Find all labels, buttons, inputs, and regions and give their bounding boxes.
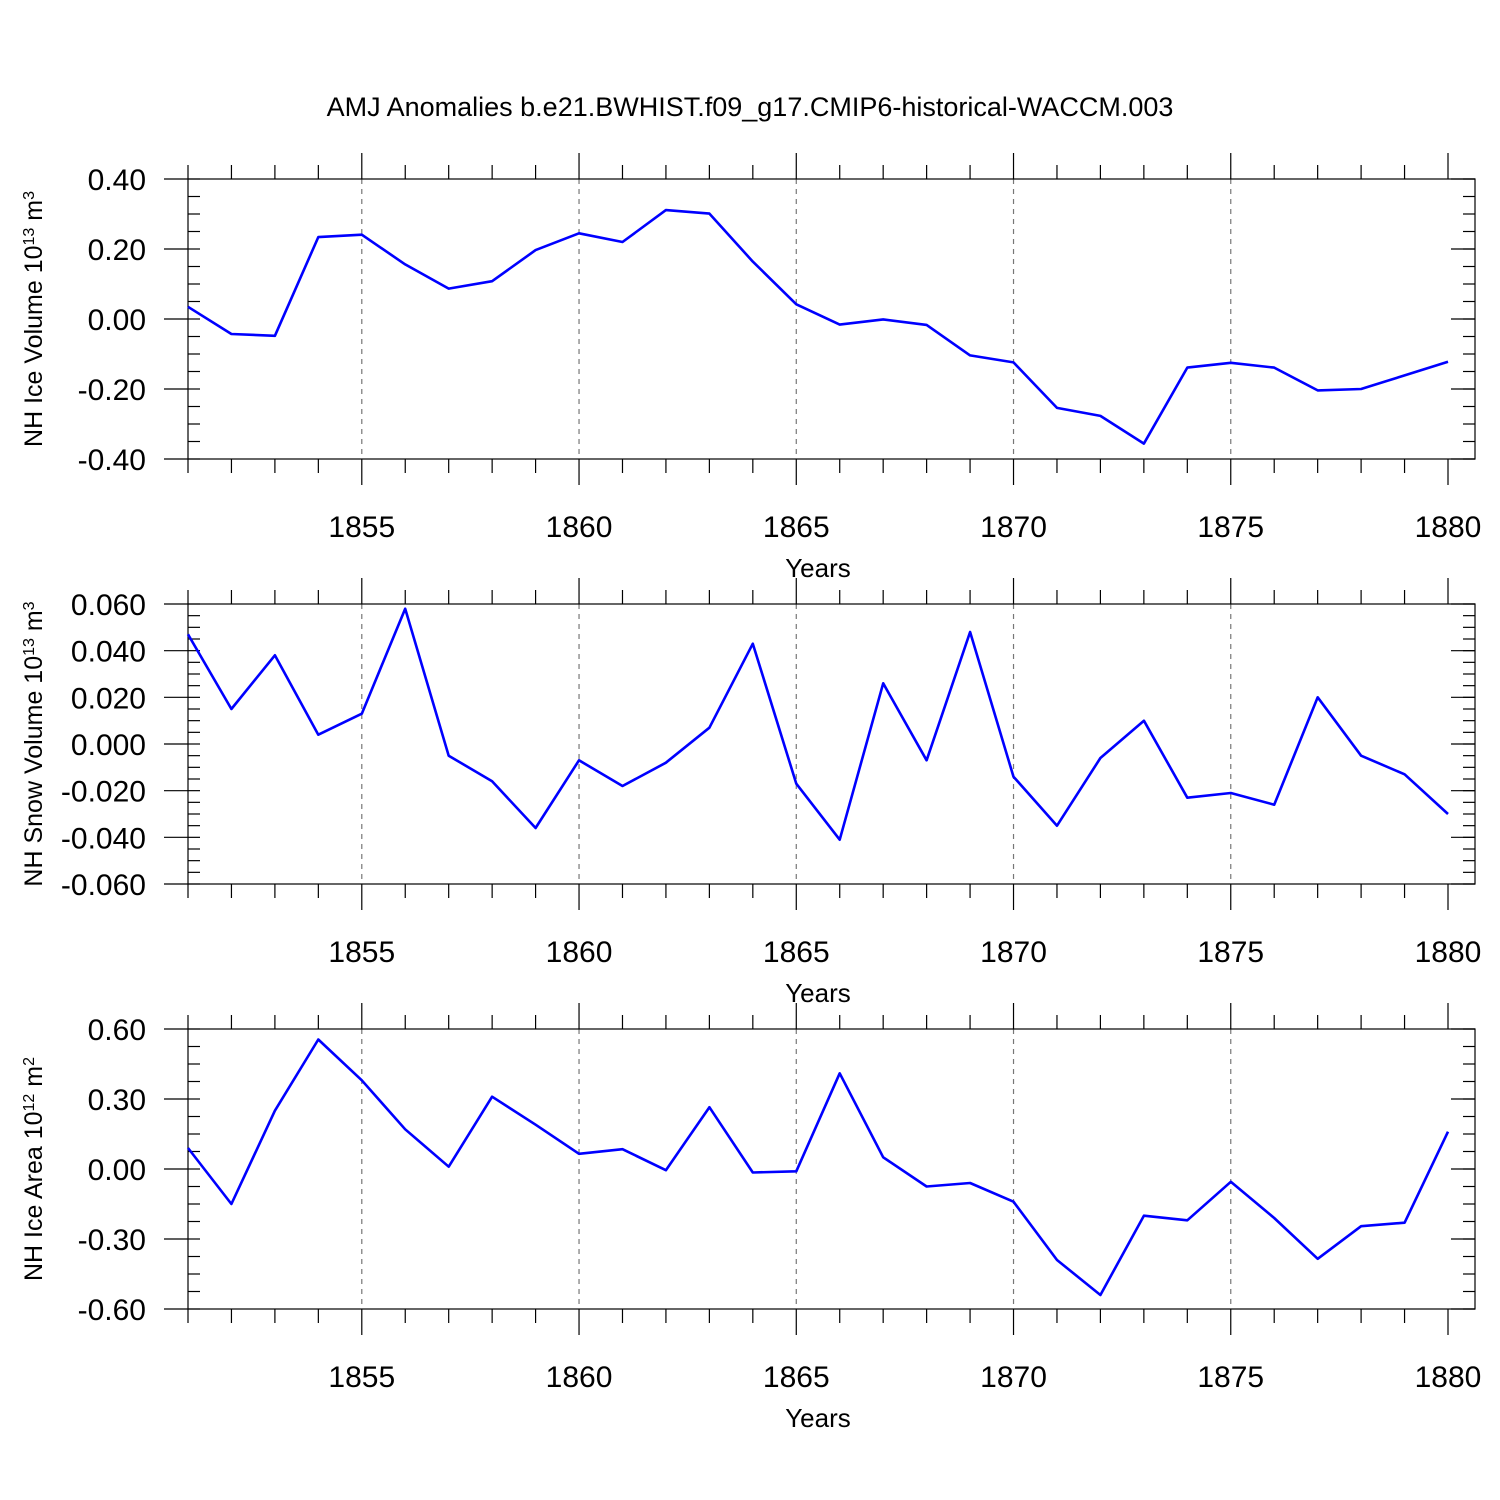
y-axis-label-superscript: 3 — [21, 191, 38, 200]
plot-frame — [187, 1028, 1476, 1310]
x-tick-label: 1875 — [1197, 511, 1264, 544]
panel-3: -0.60 -0.30 0.00 0.30 0.60 1855 1860 1865 1870 18… — [20, 1003, 1481, 1433]
x-tick-label: 1880 — [1415, 511, 1482, 544]
x-tick-label: 1855 — [328, 511, 395, 544]
y-axis-label: NH Ice Volume 1013 m3 — [20, 191, 48, 447]
panels-container: -0.40 -0.20 0.00 0.20 0.40 1855 1860 1865 1870 18… — [20, 153, 1481, 1433]
y-axis-label-part: NH Ice Volume 10 — [20, 245, 48, 447]
x-axis-label: Years — [785, 978, 851, 1008]
y-tick-label: 0.20 — [88, 234, 146, 267]
y-tick-label: 0.040 — [71, 636, 146, 669]
y-axis-label-part: m — [20, 200, 48, 228]
x-tick-label: 1870 — [980, 936, 1047, 969]
x-tick-label: 1865 — [763, 511, 830, 544]
x-tick-label: 1875 — [1197, 1361, 1264, 1394]
x-tick-label: 1860 — [546, 511, 613, 544]
y-axis-label: NH Ice Area 1012 m2 — [20, 1057, 48, 1281]
panel-2: -0.060 -0.040 -0.020 0.000 0.020 0.040 0.060 18… — [20, 578, 1481, 1008]
y-tick-label: 0.30 — [88, 1084, 146, 1117]
y-tick-label: -0.60 — [78, 1294, 146, 1327]
plot-frame — [187, 178, 1476, 460]
x-tick-label: 1875 — [1197, 936, 1264, 969]
series-line — [186, 607, 1449, 842]
x-axis-label: Years — [785, 1403, 851, 1433]
x-tick-label: 1860 — [546, 936, 613, 969]
y-axis-label-part: m — [20, 610, 48, 638]
y-axis-label-superscript: 12 — [21, 1094, 38, 1112]
y-tick-label: 0.00 — [88, 1154, 146, 1187]
y-axis-label-part: NH Ice Area 10 — [20, 1111, 48, 1281]
y-axis-label-superscript: 13 — [21, 638, 38, 656]
y-tick-label: -0.020 — [61, 776, 146, 809]
series-line — [187, 208, 1449, 445]
y-axis-label: NH Snow Volume 1013 m3 — [20, 601, 48, 886]
y-tick-label: 0.00 — [88, 304, 146, 337]
y-axis-label-superscript: 13 — [21, 228, 38, 246]
x-tick-label: 1880 — [1415, 1361, 1482, 1394]
y-axis-label-part: NH Snow Volume 10 — [20, 656, 48, 887]
plot-frame — [187, 603, 1476, 885]
panel-1: -0.40 -0.20 0.00 0.20 0.40 1855 1860 1865 1870 18… — [20, 153, 1481, 583]
y-tick-label: -0.20 — [78, 374, 146, 407]
x-tick-label: 1865 — [763, 936, 830, 969]
y-tick-label: -0.060 — [61, 869, 146, 902]
x-tick-label: 1870 — [980, 511, 1047, 544]
x-tick-label: 1855 — [328, 1361, 395, 1394]
y-tick-label: 0.060 — [71, 589, 146, 622]
x-tick-label: 1880 — [1415, 936, 1482, 969]
x-tick-label: 1855 — [328, 936, 395, 969]
x-tick-label: 1870 — [980, 1361, 1047, 1394]
x-tick-label: 1860 — [546, 1361, 613, 1394]
series-line — [186, 1038, 1450, 1297]
y-tick-label: -0.30 — [78, 1224, 146, 1257]
y-axis-label-superscript: 3 — [21, 601, 38, 610]
y-tick-label: 0.000 — [71, 729, 146, 762]
y-tick-label: 0.40 — [88, 164, 146, 197]
y-tick-label: 0.020 — [71, 682, 146, 715]
chart-title: AMJ Anomalies b.e21.BWHIST.f09_g17.CMIP6… — [327, 92, 1174, 122]
y-tick-label: -0.040 — [61, 822, 146, 855]
y-axis-label-part: m — [20, 1066, 48, 1094]
x-axis-label: Years — [785, 553, 851, 583]
y-tick-label: -0.40 — [78, 444, 146, 477]
y-tick-label: 0.60 — [88, 1014, 146, 1047]
y-axis-label-superscript: 2 — [21, 1057, 38, 1066]
x-tick-label: 1865 — [763, 1361, 830, 1394]
